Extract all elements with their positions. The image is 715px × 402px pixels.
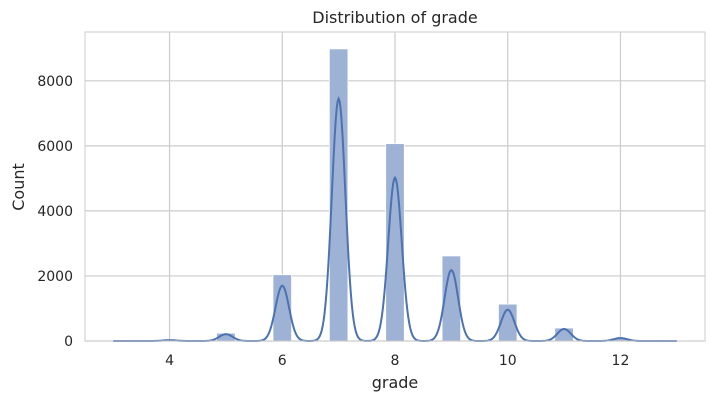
x-tick-label: 12: [612, 353, 630, 369]
y-axis-label: Count: [9, 163, 28, 211]
y-tick-label: 4000: [37, 204, 73, 220]
x-tick-label: 8: [391, 353, 400, 369]
y-tick-label: 6000: [37, 139, 73, 155]
x-tick-label: 6: [278, 353, 287, 369]
y-tick-label: 0: [64, 334, 73, 350]
y-tick-label: 8000: [37, 74, 73, 90]
plot-frame: [84, 31, 706, 342]
x-tick-label: 4: [165, 353, 174, 369]
chart-title: Distribution of grade: [312, 8, 477, 27]
x-tick-label: 10: [499, 353, 517, 369]
x-tick-labels: 4 6 8 10 12: [165, 353, 629, 369]
x-axis-label: grade: [372, 373, 419, 392]
y-tick-label: 2000: [37, 269, 73, 285]
y-tick-labels: 0 2000 4000 6000 8000: [37, 74, 73, 350]
histogram-bars: [103, 48, 687, 342]
